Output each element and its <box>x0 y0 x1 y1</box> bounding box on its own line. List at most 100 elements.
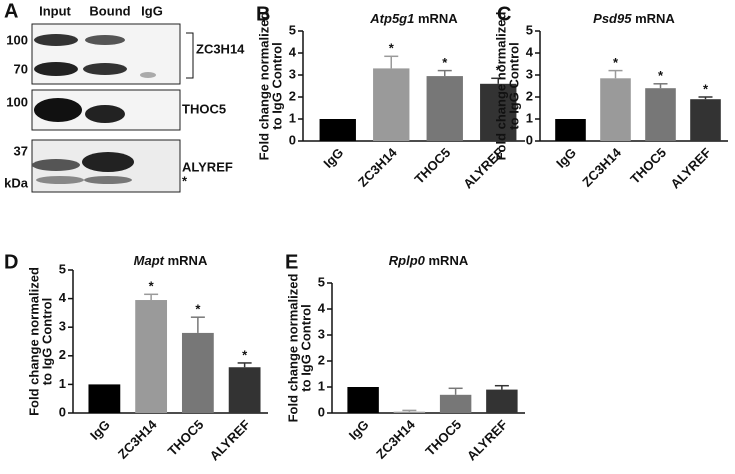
significance: * <box>149 279 155 294</box>
y-tick-label: 5 <box>59 261 66 276</box>
band <box>84 176 132 184</box>
x-tick-label: ALYREF <box>668 145 715 192</box>
significance: * <box>703 81 709 96</box>
bar <box>228 367 261 413</box>
y-tick-label: 2 <box>526 88 533 103</box>
bar <box>181 332 214 413</box>
y-tick-label: 2 <box>318 352 325 367</box>
bar <box>135 300 168 413</box>
marker-label: 37 <box>14 143 28 158</box>
title-gene: Mapt <box>134 253 165 268</box>
x-tick-label: THOC5 <box>412 145 454 187</box>
y-tick-label: 1 <box>526 110 533 125</box>
significance: * <box>195 302 201 317</box>
y-tick-label: 4 <box>59 290 67 305</box>
band <box>34 62 78 76</box>
protein-label: THOC5 <box>182 101 226 116</box>
band <box>34 98 82 122</box>
y-axis-label: to IgG Control <box>298 304 313 391</box>
x-tick-label: THOC5 <box>165 417 207 459</box>
bar <box>88 384 121 413</box>
band <box>140 72 156 78</box>
bar <box>373 68 410 141</box>
blot-panel: A Input Bound IgG 100 70 100 37 kDa ZC3H… <box>4 0 245 193</box>
significance: * <box>613 55 619 70</box>
x-tick-label: THOC5 <box>627 145 669 187</box>
marker-label: 70 <box>14 61 28 76</box>
y-tick-label: 0 <box>59 404 66 419</box>
title-rest: mRNA <box>635 11 675 26</box>
x-tick-label: ALYREF <box>207 417 254 464</box>
lane-label: Input <box>39 3 71 18</box>
x-tick-label: ZC3H14 <box>579 144 624 189</box>
y-tick-label: 1 <box>289 110 296 125</box>
bar <box>347 387 379 413</box>
y-axis-label: Fold change normalized <box>256 12 271 161</box>
bar <box>439 394 472 413</box>
panel-label: E <box>285 251 298 273</box>
title-rest: mRNA <box>429 253 469 268</box>
y-axis-label: to IgG Control <box>39 298 54 385</box>
bar <box>555 119 586 141</box>
marker-label: kDa <box>4 175 29 190</box>
x-tick-label: THOC5 <box>422 417 464 459</box>
y-tick-label: 0 <box>289 132 296 147</box>
bar <box>393 411 426 413</box>
y-tick-label: 4 <box>289 44 297 59</box>
band <box>32 159 80 171</box>
x-tick-label: IgG <box>346 417 372 443</box>
protein-label: ALYREF <box>182 159 233 174</box>
y-tick-label: 3 <box>526 66 533 81</box>
x-tick-label: ZC3H14 <box>355 144 400 189</box>
band-asterisk: * <box>182 173 188 188</box>
marker-label: 100 <box>6 32 28 47</box>
x-tick-label: ALYREF <box>464 417 511 464</box>
band <box>82 152 134 172</box>
x-tick-label: IgG <box>553 145 579 171</box>
bar <box>486 389 518 413</box>
band <box>34 34 78 46</box>
band <box>83 63 127 75</box>
chart-title: Rplp0 mRNA <box>389 253 469 268</box>
y-tick-label: 3 <box>318 326 325 341</box>
y-axis-label: Fold change normalized <box>493 12 508 161</box>
title-gene: Rplp0 <box>389 253 426 268</box>
y-tick-label: 0 <box>318 404 325 419</box>
y-tick-label: 2 <box>289 88 296 103</box>
y-tick-label: 5 <box>318 274 325 289</box>
panel-label: D <box>4 251 18 273</box>
y-tick-label: 1 <box>59 376 66 391</box>
bracket <box>186 32 194 79</box>
significance: * <box>496 63 502 78</box>
bar <box>600 78 631 141</box>
significance: * <box>442 55 448 70</box>
y-tick-label: 3 <box>289 66 296 81</box>
bar <box>645 88 676 141</box>
y-tick-label: 4 <box>526 44 534 59</box>
title-gene: Atp5g1 <box>369 11 414 26</box>
bar <box>319 119 356 141</box>
x-tick-label: IgG <box>87 417 113 443</box>
y-tick-label: 5 <box>526 22 533 37</box>
chart-title: Mapt mRNA <box>134 253 208 268</box>
x-tick-label: IgG <box>320 145 346 171</box>
band <box>85 105 125 123</box>
band <box>36 176 84 184</box>
title-rest: mRNA <box>168 253 208 268</box>
protein-label: ZC3H14 <box>196 41 245 56</box>
bar <box>426 76 463 141</box>
y-axis-label: to IgG Control <box>269 42 284 129</box>
y-axis-label: Fold change normalized <box>26 267 41 416</box>
significance: * <box>389 41 395 56</box>
y-tick-label: 5 <box>289 22 296 37</box>
lane-label: IgG <box>141 3 163 18</box>
x-tick-label: ZC3H14 <box>115 416 160 461</box>
title-rest: mRNA <box>418 11 458 26</box>
chart-title: Atp5g1 mRNA <box>369 11 458 26</box>
marker-label: 100 <box>6 94 28 109</box>
x-tick-label: ZC3H14 <box>373 416 418 461</box>
title-gene: Psd95 <box>593 11 632 26</box>
chart-title: Psd95 mRNA <box>593 11 675 26</box>
significance: * <box>658 68 664 83</box>
